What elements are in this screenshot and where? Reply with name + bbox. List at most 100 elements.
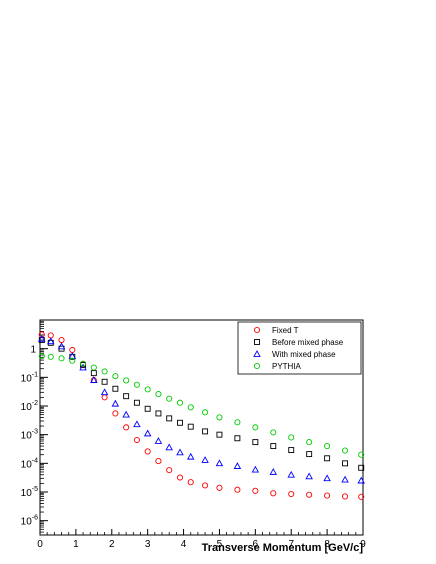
- data-point: [358, 451, 365, 458]
- data-point: [270, 429, 277, 436]
- data-point: [58, 355, 65, 362]
- data-point: [90, 370, 97, 377]
- data-point: [144, 448, 151, 455]
- data-point: [306, 491, 313, 498]
- data-point: [133, 399, 140, 406]
- x-tick-label: 5: [217, 539, 223, 550]
- data-point: [187, 423, 194, 430]
- x-tick-label: 8: [324, 539, 330, 550]
- data-point: [100, 388, 109, 396]
- data-point: [79, 363, 87, 371]
- data-point: [251, 465, 260, 473]
- data-point: [112, 410, 119, 417]
- legend-items: Fixed T Before mixed phase With mixed phas…: [253, 326, 344, 371]
- data-point: [357, 476, 365, 484]
- data-point: [358, 493, 365, 500]
- y-tick-label: 1: [30, 345, 36, 356]
- data-point: [216, 484, 223, 491]
- data-point: [155, 410, 162, 417]
- y-tick-label: 10-1: [21, 371, 38, 384]
- data-point: [122, 410, 130, 418]
- series-pythia: [38, 353, 365, 458]
- data-point: [216, 414, 223, 421]
- data-point: [176, 474, 184, 481]
- data-point: [47, 353, 54, 360]
- legend-label: Fixed T: [272, 326, 299, 335]
- data-point: [324, 443, 331, 450]
- legend: Fixed T Before mixed phase With mixed phas…: [237, 321, 362, 375]
- data-point: [288, 434, 295, 441]
- data-point: [57, 342, 66, 350]
- data-point: [323, 474, 331, 482]
- data-point: [101, 394, 108, 401]
- data-point: [342, 447, 349, 454]
- data-point: [90, 364, 97, 371]
- series-before-mixed-phase: [38, 337, 365, 471]
- x-tick-label: 9: [360, 539, 366, 550]
- data-point: [342, 493, 349, 500]
- y-axis-ticks: 1 10-1 10-2 10-3 10-4 10-5 10-6: [21, 320, 48, 533]
- data-point: [133, 420, 141, 428]
- data-point: [234, 486, 241, 493]
- data-point: [202, 409, 209, 416]
- data-point: [166, 395, 173, 402]
- data-point: [201, 456, 209, 463]
- data-point: [143, 429, 152, 437]
- data-point: [38, 353, 45, 360]
- data-point: [47, 332, 54, 339]
- data-point: [69, 346, 76, 354]
- x-axis-title: Transverse Momentum [GeV/c]: [202, 542, 364, 554]
- legend-marker: [254, 339, 260, 345]
- data-point: [252, 424, 259, 431]
- data-point: [123, 393, 130, 400]
- data-point: [216, 431, 223, 438]
- y-tick-label: 10-4: [21, 457, 38, 470]
- data-point: [58, 336, 65, 344]
- data-point: [342, 460, 349, 467]
- data-point: [215, 459, 224, 467]
- data-point: [177, 419, 183, 426]
- y-tick-label: 10-2: [21, 400, 38, 413]
- data-point: [47, 337, 55, 345]
- data-point: [186, 452, 195, 460]
- data-point: [133, 381, 140, 388]
- data-point: [144, 405, 151, 412]
- data-point: [306, 451, 313, 458]
- data-point: [202, 428, 209, 435]
- data-point: [234, 419, 241, 426]
- data-point: [270, 490, 277, 497]
- data-point: [154, 437, 163, 444]
- data-point: [324, 492, 331, 499]
- x-tick-label: 7: [288, 539, 294, 550]
- y-tick-label: 10-5: [21, 486, 38, 499]
- series-layer: [38, 331, 365, 500]
- x-tick-label: 2: [109, 539, 115, 550]
- legend-box: [237, 321, 362, 375]
- data-point: [270, 443, 277, 450]
- data-point: [306, 439, 313, 446]
- data-point: [165, 443, 173, 451]
- data-point: [287, 470, 295, 478]
- data-point: [324, 455, 331, 462]
- plot-frame: [39, 319, 364, 536]
- x-tick-label: 3: [145, 539, 151, 550]
- legend-marker: [253, 362, 261, 370]
- data-point: [155, 458, 162, 465]
- data-point: [233, 462, 242, 469]
- data-point: [90, 376, 98, 383]
- data-point: [341, 475, 349, 483]
- data-point: [112, 385, 119, 392]
- data-point: [133, 436, 140, 444]
- data-point: [123, 377, 130, 384]
- data-point: [187, 479, 194, 486]
- data-point: [166, 415, 173, 422]
- x-tick-label: 1: [73, 539, 79, 550]
- data-point: [144, 386, 151, 393]
- data-point: [101, 368, 108, 375]
- data-point: [288, 447, 295, 454]
- x-tick-label: 6: [253, 539, 259, 550]
- data-point: [202, 482, 209, 489]
- data-point: [288, 490, 295, 498]
- series-fixed-t: [38, 331, 365, 500]
